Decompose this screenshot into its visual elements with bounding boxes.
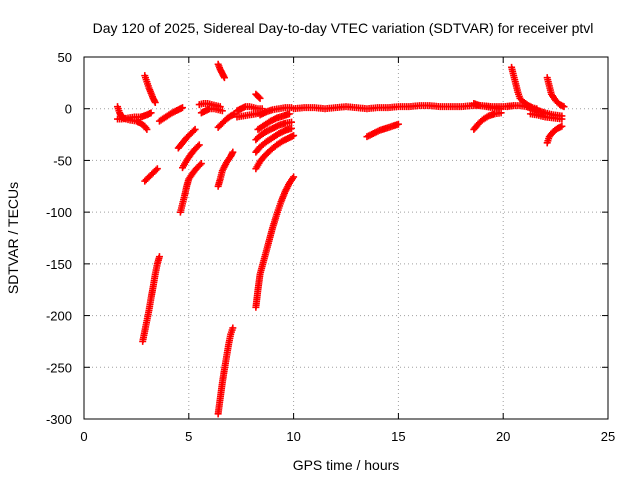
data-point: [153, 165, 161, 173]
series-arc-11: [197, 105, 226, 117]
series-arc-20: [252, 124, 296, 156]
series-arc-6: [155, 104, 187, 125]
data-point-dense: [152, 166, 160, 174]
series-arc-9: [179, 141, 203, 172]
axis-ticks: 0 5 10 15 20 25 -300 -250 -200 -150 -100 -50 0 50: [46, 50, 615, 444]
data-point: [191, 125, 199, 133]
data-point: [497, 109, 505, 117]
y-tick-label: 50: [58, 50, 72, 65]
y-tick-label: -50: [53, 153, 72, 168]
series-arc-2: [114, 109, 155, 123]
data-point: [285, 110, 293, 118]
data-point: [256, 94, 264, 102]
data-point: [229, 148, 237, 156]
data-point: [220, 74, 228, 82]
series-arc-13: [214, 148, 237, 190]
data-point: [147, 109, 155, 117]
series-arc-28: [470, 100, 503, 113]
data-point-dense: [196, 161, 204, 169]
series-arc-26: [363, 120, 402, 141]
data-point: [290, 132, 298, 140]
series-arc-22: [254, 110, 293, 133]
y-tick-label: -250: [46, 360, 72, 375]
series-arc-24: [252, 173, 298, 311]
data-point: [218, 107, 226, 115]
grid-lines: [84, 57, 608, 419]
series-arc-3: [141, 72, 159, 107]
series-arc-23: [256, 104, 296, 119]
y-tick-label: -300: [46, 412, 72, 427]
y-tick-label: -150: [46, 257, 72, 272]
data-marks: [114, 60, 568, 418]
series-arc-14: [214, 110, 239, 131]
data-point: [151, 99, 159, 107]
series-arc-15: [214, 324, 237, 418]
series-arc-32: [543, 122, 566, 147]
y-tick-label: -200: [46, 309, 72, 324]
series-arc-33: [526, 110, 566, 123]
series-arc-19: [252, 118, 296, 144]
data-point: [394, 120, 402, 128]
x-axis-label: GPS time / hours: [293, 457, 400, 473]
data-point: [288, 118, 296, 126]
series-arc-12: [214, 60, 228, 82]
x-tick-label: 25: [601, 429, 615, 444]
data-point: [229, 324, 237, 332]
x-tick-label: 10: [286, 429, 300, 444]
data-point-dense: [194, 142, 202, 150]
x-tick-label: 15: [391, 429, 405, 444]
data-point: [197, 160, 205, 168]
y-tick-label: -100: [46, 205, 72, 220]
series-arc-8: [176, 160, 205, 216]
data-point: [558, 122, 566, 130]
data-point: [155, 253, 163, 261]
y-axis-label: SDTVAR / TECUs: [5, 182, 21, 294]
data-point-dense: [255, 93, 263, 101]
series-arc-31: [543, 74, 568, 111]
series-arc-27: [470, 109, 505, 133]
data-point: [290, 173, 298, 181]
data-point: [495, 105, 503, 113]
data-point: [143, 125, 151, 133]
series-arc-5: [139, 253, 163, 345]
data-point: [560, 103, 568, 111]
plot-frame: [83, 56, 609, 420]
series-arc-18: [252, 90, 264, 102]
series-arc-7: [174, 125, 199, 152]
data-point-dense: [190, 127, 198, 135]
data-point: [288, 124, 296, 132]
y-tick-label: 0: [65, 102, 72, 117]
x-tick-label: 20: [496, 429, 510, 444]
chart-title: Day 120 of 2025, Sidereal Day-to-day VTE…: [93, 20, 594, 36]
data-point: [179, 104, 187, 112]
data-point: [558, 115, 566, 123]
x-tick-label: 5: [185, 429, 192, 444]
data-point: [195, 141, 203, 149]
series-arc-21: [252, 132, 298, 173]
series-arc-4: [141, 165, 161, 185]
x-tick-label: 0: [80, 429, 87, 444]
